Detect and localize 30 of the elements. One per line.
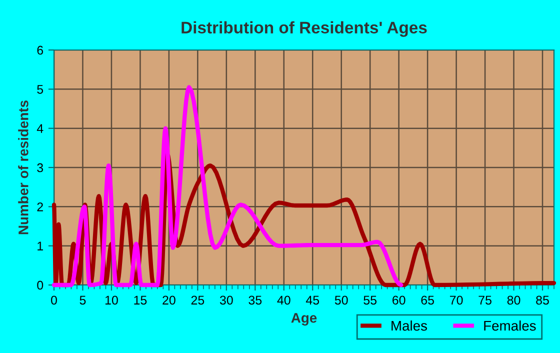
x-tick-label: 15 bbox=[134, 296, 147, 305]
y-tick-label: 5 bbox=[37, 85, 44, 94]
x-tick-label: 20 bbox=[162, 296, 176, 305]
y-tick-label: 3 bbox=[37, 163, 44, 172]
y-tick-label: 2 bbox=[37, 202, 43, 212]
x-tick-label: 65 bbox=[421, 296, 434, 305]
x-tick-label: 85 bbox=[536, 296, 549, 305]
y-tick-label: 0 bbox=[37, 280, 44, 290]
chart-title: Distribution of Residents' Ages bbox=[182, 21, 427, 37]
x-tick-label: 10 bbox=[105, 296, 118, 305]
legend-label: Males bbox=[392, 320, 427, 331]
x-tick-label: 25 bbox=[191, 296, 204, 305]
x-tick-label: 80 bbox=[507, 296, 520, 305]
x-tick-label: 0 bbox=[51, 296, 57, 305]
x-tick-label: 30 bbox=[220, 296, 233, 305]
x-tick-label: 35 bbox=[248, 296, 262, 305]
y-tick-label: 4 bbox=[36, 124, 44, 133]
x-tick-label: 45 bbox=[306, 296, 320, 305]
x-tick-label: 75 bbox=[478, 296, 492, 305]
x-tick-label: 70 bbox=[450, 296, 463, 305]
legend-label: Females bbox=[484, 320, 536, 331]
x-tick-label: 40 bbox=[277, 296, 290, 305]
y-tick-label: 1 bbox=[38, 242, 43, 250]
x-axis-title: Age bbox=[291, 313, 317, 326]
y-axis-title: Number of residents bbox=[18, 100, 28, 234]
x-tick-label: 55 bbox=[364, 296, 377, 305]
x-tick-label: 50 bbox=[334, 296, 348, 305]
y-tick-label: 6 bbox=[37, 46, 44, 55]
x-tick-label: 5 bbox=[80, 296, 86, 305]
x-tick-label: 60 bbox=[392, 296, 406, 305]
